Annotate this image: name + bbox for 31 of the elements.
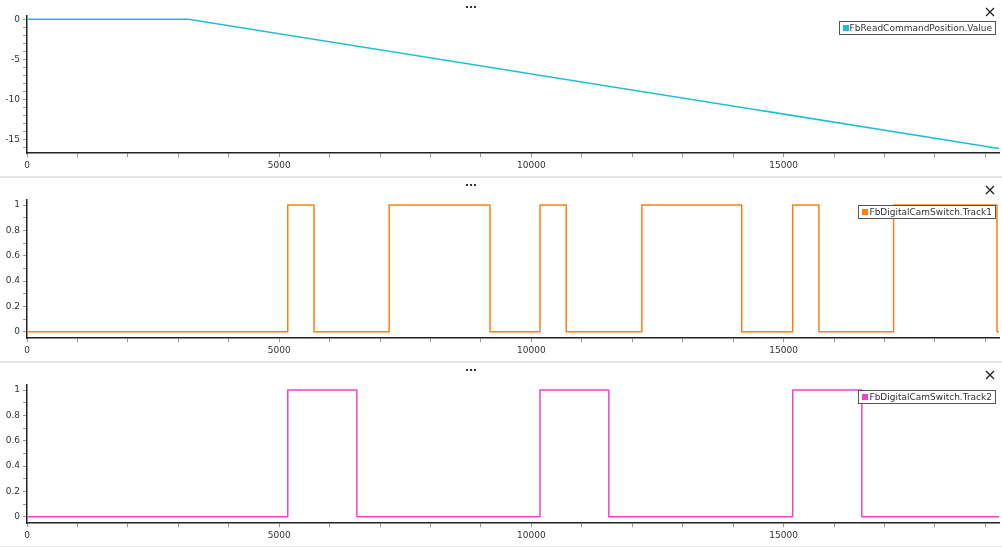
x-tick-label: 10000 <box>517 159 546 170</box>
x-tick-label: 5000 <box>267 529 291 540</box>
y-tick-label: 0.4 <box>5 275 21 286</box>
x-tick-label: 0 <box>24 159 31 170</box>
y-tick-label: 0.8 <box>5 224 21 235</box>
legend-label: FbDigitalCamSwitch.Track1 <box>869 207 992 217</box>
y-tick-label: 0 <box>14 13 21 24</box>
legend-label: FbReadCommandPosition.Value <box>849 23 992 33</box>
x-tick-label: 15000 <box>769 159 799 170</box>
y-tick-label: 0.4 <box>5 460 21 471</box>
y-tick-label: 0.6 <box>5 435 21 446</box>
x-tick-label: 10000 <box>517 344 546 355</box>
x-tick-label: 15000 <box>769 344 799 355</box>
x-tick-label: 0 <box>24 344 31 355</box>
y-tick-label: 1 <box>14 384 20 395</box>
x-tick-label: 15000 <box>769 529 799 540</box>
y-tick-label: 0.2 <box>5 485 20 496</box>
x-tick-label: 10000 <box>517 529 546 540</box>
x-tick-label: 5000 <box>267 344 291 355</box>
y-tick-label: -5 <box>11 53 20 64</box>
y-tick-label: 1 <box>14 199 20 210</box>
legend-label: FbDigitalCamSwitch.Track2 <box>869 392 992 402</box>
y-tick-label: 0 <box>14 511 21 522</box>
x-tick-label: 0 <box>24 529 31 540</box>
y-tick-label: -15 <box>5 133 20 144</box>
x-tick-label: 5000 <box>267 159 291 170</box>
y-tick-label: 0.6 <box>5 250 21 261</box>
y-tick-label: -10 <box>5 93 21 104</box>
y-tick-label: 0.2 <box>5 300 20 311</box>
y-tick-label: 0 <box>14 326 21 337</box>
y-tick-label: 0.8 <box>5 409 21 420</box>
